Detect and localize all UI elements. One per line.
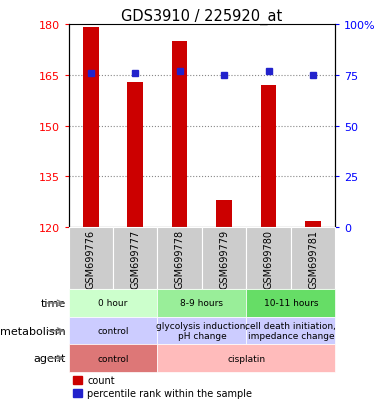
Text: 10-11 hours: 10-11 hours: [264, 299, 318, 308]
Text: GSM699781: GSM699781: [308, 229, 318, 288]
Legend: count, percentile rank within the sample: count, percentile rank within the sample: [74, 375, 252, 398]
Text: metabolism: metabolism: [0, 326, 66, 336]
Text: 8-9 hours: 8-9 hours: [181, 299, 223, 308]
Text: GSM699778: GSM699778: [175, 229, 185, 288]
Text: control: control: [97, 354, 129, 363]
Text: time: time: [41, 298, 66, 308]
Bar: [172, 42, 187, 228]
Bar: [69, 344, 157, 372]
Text: GSM699776: GSM699776: [86, 229, 96, 288]
Bar: [69, 317, 157, 344]
Bar: [216, 201, 232, 228]
Text: GSM699777: GSM699777: [130, 229, 140, 288]
Text: cell death initiation,
impedance change: cell death initiation, impedance change: [245, 321, 336, 340]
Bar: [261, 85, 276, 228]
Bar: [157, 317, 247, 344]
Bar: [305, 221, 321, 228]
Text: control: control: [97, 326, 129, 335]
Bar: [157, 344, 335, 372]
Bar: [202, 228, 247, 290]
Text: cisplatin: cisplatin: [227, 354, 266, 363]
Bar: [69, 290, 157, 317]
Bar: [128, 82, 143, 228]
Bar: [157, 228, 202, 290]
Text: 0 hour: 0 hour: [98, 299, 128, 308]
Text: GSM699779: GSM699779: [219, 229, 229, 288]
Text: agent: agent: [34, 354, 66, 363]
Bar: [83, 28, 99, 228]
Bar: [247, 317, 335, 344]
Bar: [247, 228, 291, 290]
Bar: [69, 228, 113, 290]
Bar: [113, 228, 157, 290]
Bar: [157, 290, 247, 317]
Text: GSM699780: GSM699780: [264, 229, 274, 288]
Title: GDS3910 / 225920_at: GDS3910 / 225920_at: [121, 9, 283, 25]
Bar: [291, 228, 335, 290]
Bar: [247, 290, 335, 317]
Text: glycolysis induction,
pH change: glycolysis induction, pH change: [156, 321, 248, 340]
